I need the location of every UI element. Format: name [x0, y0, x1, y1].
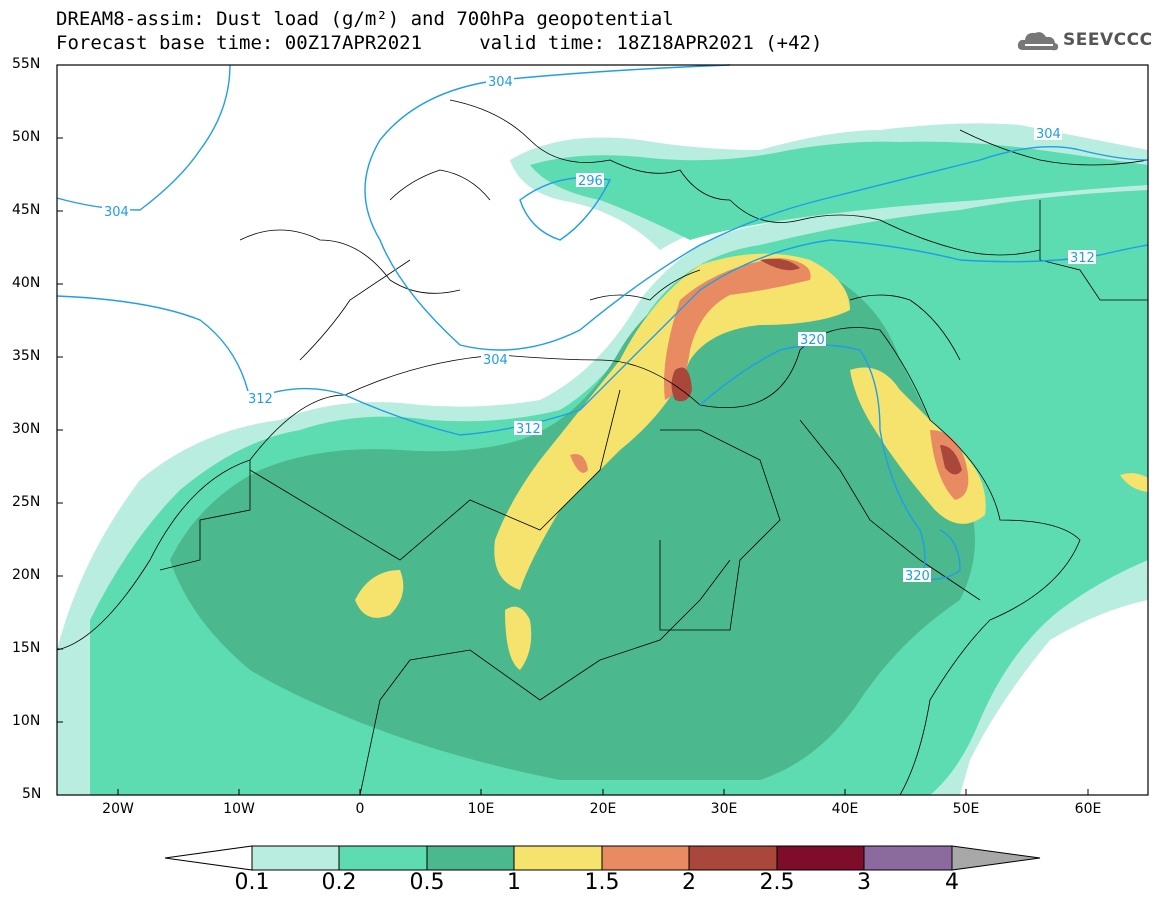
dust-0.5-layer [170, 268, 975, 780]
colorbar-label-1: 1 [507, 870, 521, 895]
colorbar-segment-2-2.5 [688, 845, 778, 871]
colorbar-segment-0.1-0.2 [251, 845, 340, 871]
lat-label-20n: 20N [12, 567, 41, 583]
lat-label-50n: 50N [12, 129, 41, 145]
colorbar-segment-2.5-3 [776, 845, 865, 871]
map-title: DREAM8-assim: Dust load (g/m²) and 700hP… [56, 8, 674, 30]
colorbar-segment-3-4 [863, 845, 953, 871]
axis-ticks [57, 64, 1089, 795]
colorbar-label-0.1: 0.1 [234, 870, 270, 895]
contour-label-304-west: 304 [104, 205, 129, 220]
contour-label-312-east: 312 [1070, 251, 1095, 266]
contour-label-312-center: 312 [516, 422, 541, 437]
lon-label-60e: 60E [1074, 801, 1102, 817]
colorbar-label-4: 4 [945, 870, 959, 895]
logo-text: SEEVCCC [1063, 30, 1153, 50]
lon-label-20e: 20E [589, 801, 617, 817]
seevccc-logo: SEEVCCC [1015, 26, 1155, 56]
lat-label-30n: 30N [12, 421, 41, 437]
lon-label-30e: 30E [710, 801, 738, 817]
geopotential-contours [56, 64, 1149, 581]
colorbar-label-3: 3 [857, 870, 871, 895]
colorbar-label-0.2: 0.2 [321, 870, 357, 895]
contour-label-296: 296 [578, 174, 603, 189]
colorbar-segment-1-1.5 [513, 845, 603, 871]
colorbar [164, 845, 1041, 871]
colorbar-segment-1.5-2 [601, 845, 690, 871]
colorbar-label-2.5: 2.5 [759, 870, 795, 895]
lon-label-20w: 20W [102, 801, 134, 817]
lat-label-55n: 55N [12, 56, 41, 72]
map-area: 304 304 304 296 312 312 304 312 320 320 [56, 64, 1149, 796]
lat-label-25n: 25N [12, 494, 41, 510]
lat-label-10n: 10N [12, 713, 41, 729]
lon-label-10e: 10E [467, 801, 495, 817]
colorbar-label-2: 2 [682, 870, 696, 895]
contour-label-304-north: 304 [488, 75, 513, 90]
contour-label-320-south: 320 [905, 569, 930, 584]
lon-label-40e: 40E [831, 801, 859, 817]
lat-label-5n: 5N [22, 786, 42, 802]
contour-label-312-west: 312 [248, 392, 273, 407]
contour-label-304-south: 304 [483, 353, 508, 368]
land-borders [56, 99, 1149, 796]
lat-label-15n: 15N [12, 640, 41, 656]
contour-label-304-east: 304 [1036, 127, 1061, 142]
colorbar-segment-0.5-1 [426, 845, 515, 871]
contour-label-320-north: 320 [800, 333, 825, 348]
colorbar-segment-0.2-0.5 [338, 845, 428, 871]
map-subtitle: Forecast base time: 00Z17APR2021 valid t… [56, 32, 823, 54]
lon-label-10w: 10W [223, 801, 255, 817]
lat-label-45n: 45N [12, 202, 41, 218]
colorbar-segment-above-4 [951, 845, 1041, 871]
lon-label-50e: 50E [952, 801, 980, 817]
dust-2-layer [671, 258, 962, 475]
colorbar-label-0.5: 0.5 [409, 870, 445, 895]
colorbar-segment-below-0.1 [164, 845, 253, 871]
colorbar-label-1.5: 1.5 [584, 870, 620, 895]
lat-label-35n: 35N [12, 348, 41, 364]
lat-label-40n: 40N [12, 275, 41, 291]
cloud-icon [1017, 32, 1059, 51]
lon-label-0: 0 [355, 801, 365, 817]
contour-labels: 304 304 304 296 312 312 304 312 320 320 [102, 74, 1096, 584]
